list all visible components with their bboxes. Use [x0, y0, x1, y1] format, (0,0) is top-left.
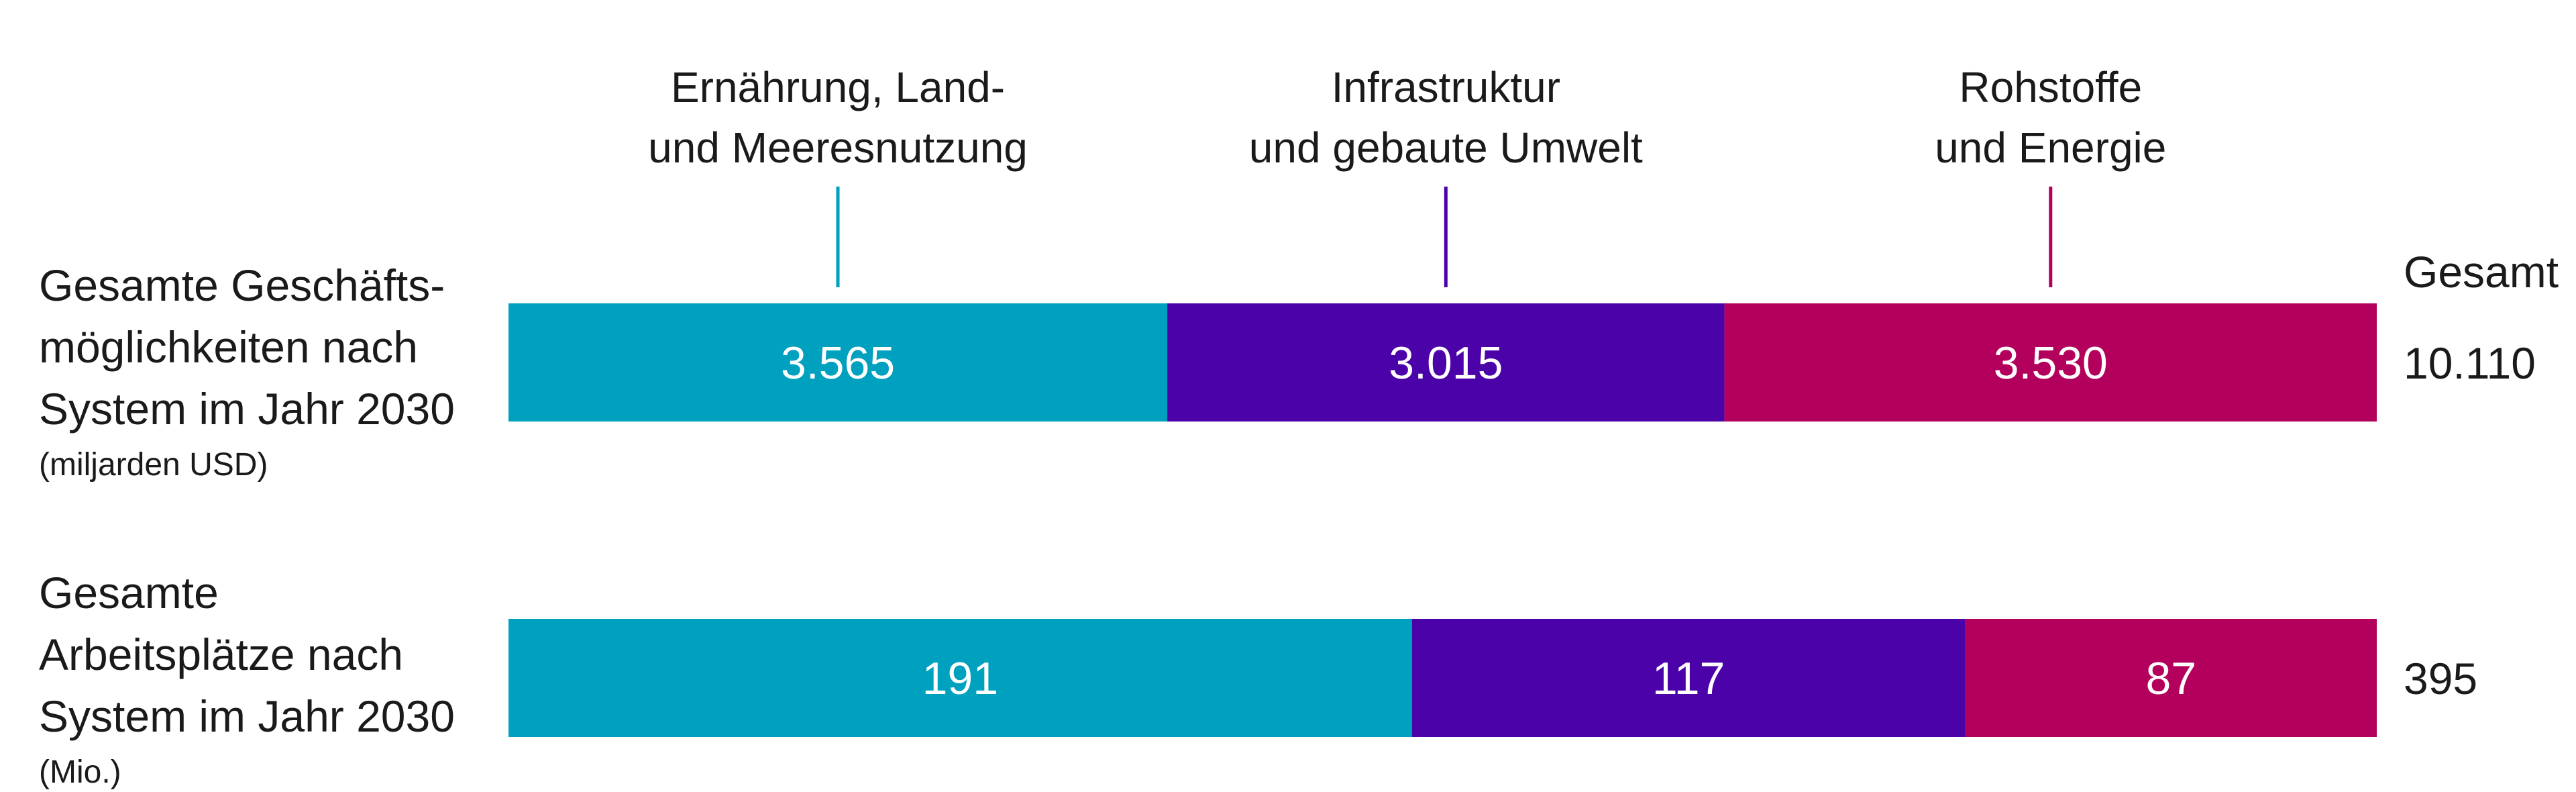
row-label-line: Gesamte Geschäfts-	[39, 260, 445, 310]
category-label-line2: und Energie	[1935, 123, 2166, 172]
category-label-line2: und Meeresnutzung	[648, 123, 1028, 172]
bar-segment	[1411, 619, 1966, 737]
category-ticks	[836, 187, 2053, 287]
total-header: Gesamt	[2404, 247, 2559, 297]
category-label-line2: und gebaute Umwelt	[1249, 123, 1643, 172]
bar-segment	[508, 619, 1412, 737]
bar-segment	[508, 303, 1168, 422]
row-unit-label: (Mio.)	[39, 754, 121, 790]
row-total-label: 395	[2404, 654, 2477, 703]
row-label-line: System im Jahr 2030	[39, 384, 455, 434]
bar-segment	[1724, 303, 2377, 422]
chart-rows: Gesamte Geschäfts-möglichkeiten nach Syst…	[39, 260, 2536, 790]
category-label-line1: Rohstoffe	[1959, 63, 2142, 111]
segment-value-label: 87	[2145, 653, 2196, 704]
category-label-line1: Infrastruktur	[1332, 63, 1560, 111]
segment-value-label: 191	[922, 653, 998, 704]
row-label-line: Arbeitsplätze nach	[39, 630, 403, 679]
row-label-line: System im Jahr 2030	[39, 691, 455, 741]
row-label-line: möglichkeiten nach	[39, 322, 418, 372]
row-total-label: 10.110	[2404, 338, 2536, 388]
segment-value-label: 3.015	[1389, 338, 1503, 389]
bar-segment	[1167, 303, 1725, 422]
category-label-line1: Ernährung, Land-	[671, 63, 1005, 111]
segment-value-label: 117	[1652, 653, 1725, 704]
bar-segment	[1965, 619, 2377, 737]
category-labels: Ernährung, Land-und Meeresnutzung Infrast…	[648, 63, 2166, 172]
segment-value-label: 3.565	[781, 338, 895, 389]
row-label-line: Gesamte	[39, 568, 219, 617]
segment-value-label: 3.530	[1994, 338, 2108, 389]
row-unit-label: (miljarden USD)	[39, 447, 268, 483]
